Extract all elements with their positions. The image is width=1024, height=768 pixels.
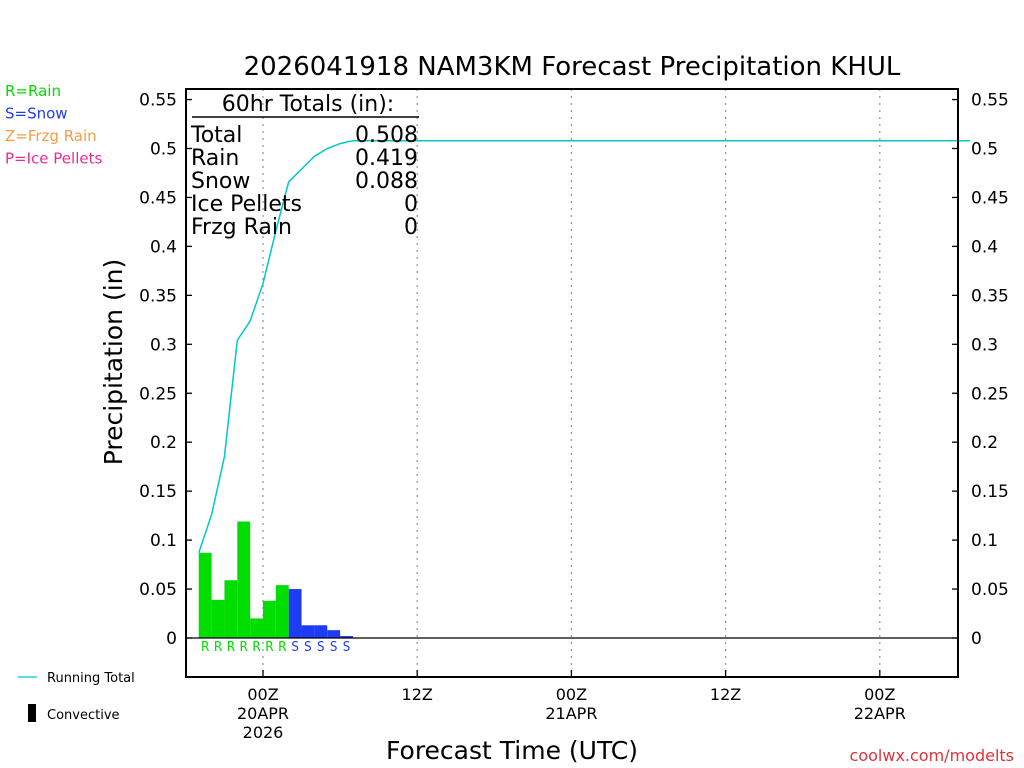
x-tick-label-date: 21APR <box>545 704 597 723</box>
y-tick-label-right: 0.1 <box>971 531 998 551</box>
credit-text: coolwx.com/modelts <box>850 746 1014 765</box>
running-total-line <box>198 139 970 554</box>
bar-type-label: R <box>201 640 209 655</box>
totals-row-label: Rain <box>191 146 239 171</box>
y-tick-label-left: 0.45 <box>139 188 177 208</box>
bar-type-label: R <box>266 640 274 655</box>
totals-row-label: Ice Pellets <box>191 192 302 217</box>
bar-type-label: S <box>304 640 312 655</box>
y-tick-label-left: 0.5 <box>150 140 177 160</box>
totals-row-value: 0.088 <box>355 169 418 194</box>
totals-heading: 60hr Totals (in): <box>222 92 394 117</box>
y-tick-label-left: 0 <box>166 629 177 649</box>
x-tick-label-time: 00Z <box>556 685 587 704</box>
y-tick-label-left: 0.3 <box>150 335 177 355</box>
bar-type-label: S <box>343 640 351 655</box>
x-tick-label-time: 00Z <box>247 685 278 704</box>
precip-bar <box>198 552 212 638</box>
x-tick-label-date: 22APR <box>854 704 906 723</box>
convective-legend-label: Convective <box>47 708 120 723</box>
type-legend-item: S=Snow <box>5 105 68 123</box>
totals-row-value: 0.508 <box>355 123 418 148</box>
x-tick-label-time: 00Z <box>864 685 895 704</box>
x-axis-label: Forecast Time (UTC) <box>386 736 638 765</box>
precip-bar <box>275 585 289 638</box>
bar-type-label: R <box>214 640 222 655</box>
x-tick-label-date: 20APR <box>237 704 289 723</box>
precip-bar <box>340 636 353 638</box>
y-tick-label-left: 0.55 <box>139 91 177 111</box>
precip-bar <box>224 580 238 638</box>
x-tick-label-time: 12Z <box>402 685 433 704</box>
precip-bar <box>211 599 225 638</box>
bar-type-label: R <box>278 640 286 655</box>
y-tick-label-right: 0.25 <box>971 384 1009 404</box>
y-tick-label-left: 0.4 <box>150 237 177 257</box>
y-tick-label-left: 0.25 <box>139 384 177 404</box>
y-tick-label-right: 0.4 <box>971 237 998 257</box>
totals-row-value: 0.419 <box>355 146 418 171</box>
type-legend-item: Z=Frzg Rain <box>5 127 97 145</box>
y-axis-label: Precipitation (in) <box>99 259 128 466</box>
type-legend-item: R=Rain <box>5 82 61 100</box>
totals-row-label: Total <box>190 123 242 148</box>
bar-type-label: S <box>317 640 325 655</box>
y-tick-label-left: 0.05 <box>139 580 177 600</box>
bar-type-label: R <box>253 640 261 655</box>
y-tick-label-left: 0.15 <box>139 482 177 502</box>
running-total-legend-label: Running Total <box>47 671 135 686</box>
bar-type-label: S <box>291 640 299 655</box>
totals-row-value: 0 <box>404 215 418 240</box>
precip-bar <box>288 589 302 638</box>
y-tick-label-right: 0.35 <box>971 286 1009 306</box>
convective-legend-swatch <box>28 704 36 722</box>
type-legend-item: P=Ice Pellets <box>5 150 102 168</box>
precip-bar <box>327 630 341 638</box>
x-tick-label-year: 2026 <box>243 723 284 742</box>
y-tick-label-left: 0.1 <box>150 531 177 551</box>
y-tick-label-right: 0 <box>971 629 982 649</box>
y-tick-label-left: 0.2 <box>150 433 177 453</box>
bar-type-label: R <box>227 640 235 655</box>
precip-bar <box>263 600 276 638</box>
bar-type-label: S <box>330 640 338 655</box>
y-tick-label-right: 0.05 <box>971 580 1009 600</box>
precip-bar <box>314 625 328 638</box>
y-tick-label-right: 0.5 <box>971 140 998 160</box>
y-tick-label-right: 0.3 <box>971 335 998 355</box>
chart-title: 2026041918 NAM3KM Forecast Precipitation… <box>244 52 901 82</box>
y-tick-label-right: 0.15 <box>971 482 1009 502</box>
bar-type-label: R <box>240 640 248 655</box>
totals-row-label: Frzg Rain <box>191 215 292 240</box>
totals-row-label: Snow <box>191 169 250 194</box>
y-tick-label-left: 0.35 <box>139 286 177 306</box>
y-tick-label-right: 0.45 <box>971 188 1009 208</box>
y-tick-label-right: 0.2 <box>971 433 998 453</box>
precip-bar <box>301 625 315 638</box>
precip-bar <box>237 521 251 638</box>
y-tick-label-right: 0.55 <box>971 91 1009 111</box>
totals-row-value: 0 <box>404 192 418 217</box>
precip-bar <box>250 618 263 638</box>
x-tick-label-time: 12Z <box>710 685 741 704</box>
